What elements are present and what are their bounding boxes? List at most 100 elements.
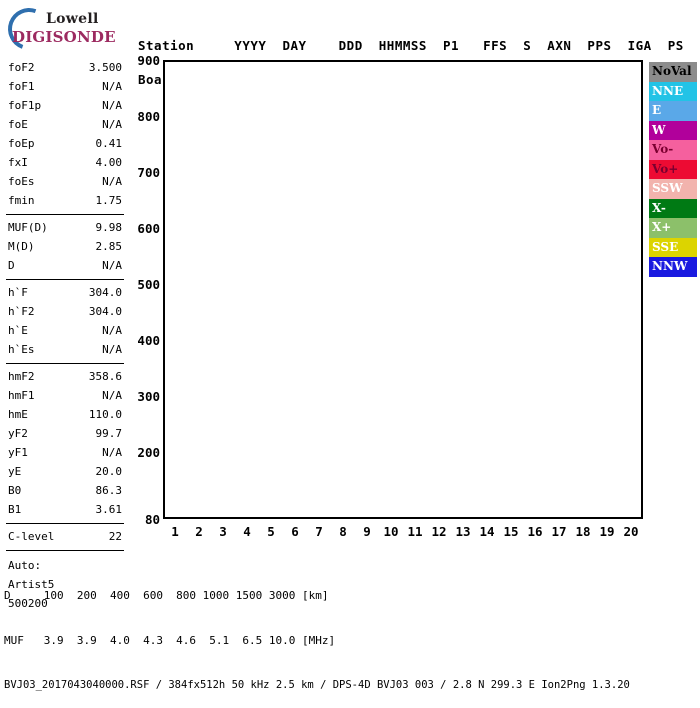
y-tick-label: 700 (137, 164, 160, 180)
x-tick-label: 14 (479, 524, 495, 539)
x-tick-label: 17 (551, 524, 567, 539)
y-tick-label: 800 (137, 108, 160, 124)
param-label: C-level (8, 529, 55, 543)
param-value: 0.41 (95, 136, 123, 150)
param-value: 20.0 (95, 464, 123, 478)
param-row: yF1 N/A (4, 443, 126, 462)
lowell-digisonde-logo: Lowell DIGISONDE (1, 1, 134, 57)
param-row: h`Es N/A (4, 340, 126, 359)
legend-item-sse[interactable]: SSE (649, 237, 697, 257)
header-labels-row: Station YYYY DAY DDD HHMMSS P1 FFS S AXN… (138, 38, 684, 53)
param-group: hmF2 358.6 hmF1 N/A hmE 110.0 yF2 99.7 yF1 N/A yE 2… (4, 367, 126, 521)
x-tick-label: 19 (599, 524, 615, 539)
x-tick-label: 18 (575, 524, 591, 539)
param-row: D N/A (4, 256, 126, 275)
param-value: 99.7 (95, 426, 123, 440)
param-label: fxI (8, 155, 28, 169)
param-row: foEp 0.41 (4, 134, 126, 153)
param-label: h`F (8, 285, 28, 299)
param-row: foF1p N/A (4, 96, 126, 115)
param-row: h`F2 304.0 (4, 302, 126, 321)
param-row: fmin 1.75 (4, 191, 126, 210)
y-tick-label: 600 (137, 220, 160, 236)
param-row: h`F 304.0 (4, 283, 126, 302)
param-label: yE (8, 464, 22, 478)
y-tick-label: 400 (137, 332, 160, 348)
legend-item-x-[interactable]: X- (649, 198, 697, 218)
logo-digisonde-text: DIGISONDE (12, 28, 116, 46)
param-divider (6, 279, 124, 280)
x-tick-label: 8 (339, 524, 347, 539)
y-tick-label: 80 (144, 512, 160, 527)
param-label: B1 (8, 502, 22, 516)
x-tick-label: 16 (527, 524, 543, 539)
param-value: 110.0 (88, 407, 122, 421)
param-value: 22 (108, 529, 122, 543)
param-value: 9.98 (95, 220, 123, 234)
param-divider (6, 363, 124, 364)
ionogram-plot[interactable] (163, 60, 643, 519)
footer-distance-row: D 100 200 400 600 800 1000 1500 3000 [km… (4, 589, 329, 602)
param-label: foE (8, 117, 28, 131)
legend-item-x-[interactable]: X+ (649, 218, 697, 238)
param-row: C-level 22 (4, 527, 126, 546)
x-axis-labels: 1 2 3 4 5 6 7 8 9 10 11 12 13 14 15 16 17 18 19 20 (163, 524, 643, 542)
y-tick-label: 900 (137, 53, 160, 68)
legend-item-vo-[interactable]: Vo- (649, 140, 697, 160)
param-value: N/A (102, 445, 122, 459)
param-row: hmE 110.0 (4, 405, 126, 424)
ionospheric-parameters-panel: foF2 3.500 foF1 N/A foF1p N/A foE N/A foEp 0.41 fx… (4, 58, 126, 613)
param-label: hmF1 (8, 388, 35, 402)
param-value: N/A (102, 117, 122, 131)
param-row: MUF(D) 9.98 (4, 218, 126, 237)
legend-item-vo-[interactable]: Vo+ (649, 159, 697, 179)
param-row: M(D) 2.85 (4, 237, 126, 256)
param-value: N/A (102, 258, 122, 272)
param-label: D (8, 258, 15, 272)
param-value: 4.00 (95, 155, 123, 169)
legend-item-ssw[interactable]: SSW (649, 179, 697, 199)
footer-info: D 100 200 400 600 800 1000 1500 3000 [km… (4, 558, 630, 708)
legend-item-w[interactable]: W (649, 120, 697, 140)
x-tick-label: 15 (503, 524, 519, 539)
param-value: 304.0 (88, 285, 122, 299)
legend-item-nne[interactable]: NNE (649, 81, 697, 101)
param-label: yF2 (8, 426, 28, 440)
y-tick-label: 200 (137, 444, 160, 460)
param-value: N/A (102, 342, 122, 356)
legend-item-nnw[interactable]: NNW (649, 257, 697, 277)
param-label: h`F2 (8, 304, 35, 318)
param-value: 358.6 (88, 369, 122, 383)
param-row: hmF1 N/A (4, 386, 126, 405)
param-divider (6, 523, 124, 524)
legend-item-e[interactable]: E (649, 101, 697, 121)
param-value: N/A (102, 98, 122, 112)
param-value: 3.500 (88, 60, 122, 74)
legend-item-noval[interactable]: NoVal (649, 62, 697, 82)
y-tick-label: 500 (137, 276, 160, 292)
param-label: B0 (8, 483, 22, 497)
param-row: hmF2 358.6 (4, 367, 126, 386)
y-tick-label: 300 (137, 388, 160, 404)
param-value: N/A (102, 388, 122, 402)
param-group: C-level 22 (4, 527, 126, 548)
x-tick-label: 13 (455, 524, 471, 539)
param-label: yF1 (8, 445, 28, 459)
param-row: yF2 99.7 (4, 424, 126, 443)
param-label: fmin (8, 193, 35, 207)
param-divider (6, 214, 124, 215)
param-label: h`E (8, 323, 28, 337)
param-row: fxI 4.00 (4, 153, 126, 172)
footer-muf-row: MUF 3.9 3.9 4.0 4.3 4.6 5.1 6.5 10.0 [MH… (4, 634, 336, 647)
param-label: hmE (8, 407, 28, 421)
plot-frame (163, 60, 643, 519)
param-label: M(D) (8, 239, 35, 253)
param-label: foF1p (8, 98, 42, 112)
footer-source-row: BVJ03_2017043040000.RSF / 384fx512h 50 k… (4, 679, 630, 691)
x-tick-label: 10 (383, 524, 399, 539)
param-row: foF1 N/A (4, 77, 126, 96)
param-value: 304.0 (88, 304, 122, 318)
x-tick-label: 7 (315, 524, 323, 539)
param-value: 86.3 (95, 483, 123, 497)
logo-lowell-text: Lowell (46, 11, 99, 27)
